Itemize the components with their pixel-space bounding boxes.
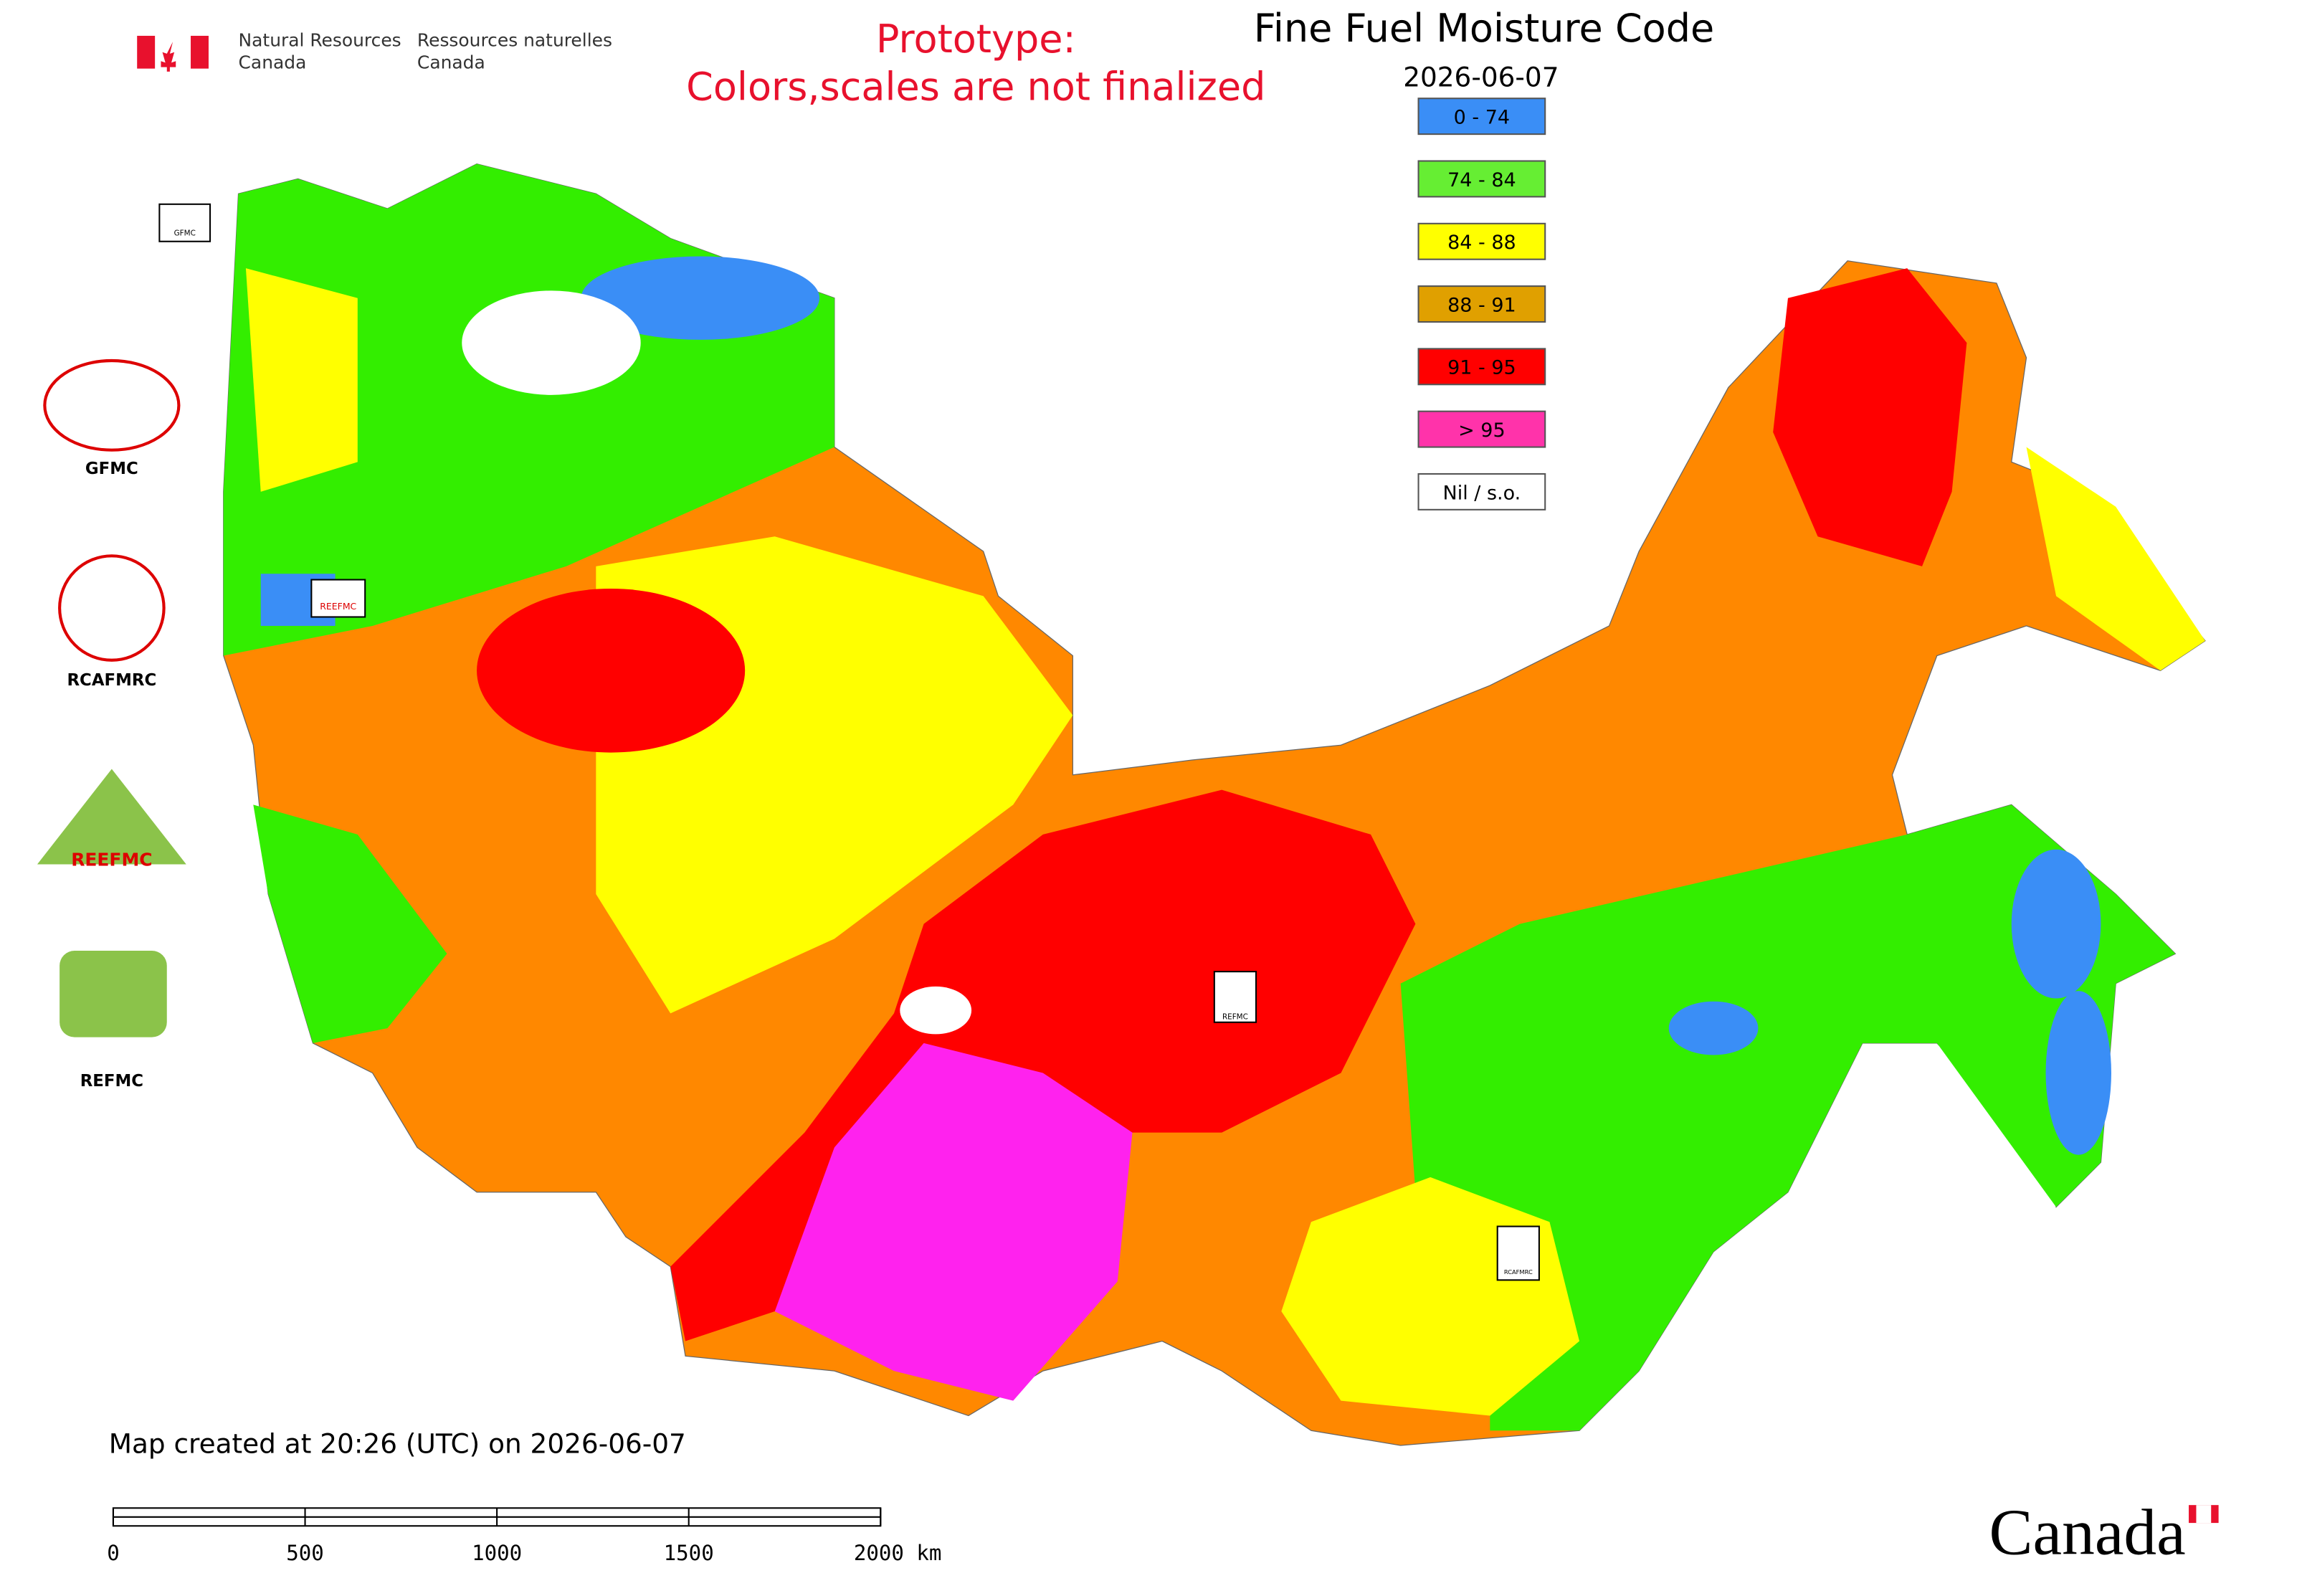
marker bbox=[1213, 971, 1257, 1023]
canada-wordmark: Canada bbox=[1989, 1496, 2186, 1569]
legend-label: Nil / s.o. bbox=[1443, 482, 1521, 504]
marker bbox=[1496, 1225, 1540, 1281]
marker-label: REFMC bbox=[1222, 1013, 1248, 1022]
lake-white bbox=[900, 986, 972, 1035]
legend-swatch bbox=[1417, 472, 1546, 510]
logo-label: RCAFMRC bbox=[67, 671, 156, 690]
region-red-west bbox=[477, 588, 746, 753]
scale-label: 2000 km bbox=[854, 1541, 942, 1565]
region-blue-e2 bbox=[1668, 1001, 1759, 1055]
marker bbox=[310, 579, 366, 618]
region-red-east bbox=[1773, 268, 1967, 566]
region-green-east bbox=[1400, 804, 2176, 1431]
scale-label: 1500 bbox=[664, 1541, 714, 1565]
logo-rcafmrc bbox=[58, 554, 166, 662]
legend-swatch bbox=[1417, 160, 1546, 198]
legend-swatch bbox=[1417, 410, 1546, 448]
wordmark-flag bbox=[2196, 1505, 2212, 1524]
marker-label: RCAFMRC bbox=[1504, 1268, 1533, 1276]
logo-gfmc bbox=[43, 358, 181, 452]
dept-fr: Ressources naturelles bbox=[417, 29, 612, 50]
legend-label: > 95 bbox=[1458, 419, 1506, 442]
legend-label: 0 - 74 bbox=[1454, 107, 1510, 129]
legend: 0 - 74 74 - 84 84 - 88 88 - 91 91 - 95 > 95 Ni… bbox=[1417, 98, 1546, 510]
region-blue-e1 bbox=[2011, 849, 2101, 999]
scale-label: 0 bbox=[107, 1541, 120, 1565]
logos: GFMC RCAFMRC REEFMC REFMC bbox=[37, 358, 186, 1091]
sea-white bbox=[462, 290, 641, 395]
region-blue-kola bbox=[581, 256, 820, 340]
footer: Map created at 20:26 (UTC) on 2026-06-07 bbox=[109, 1428, 686, 1459]
logo-label: GFMC bbox=[85, 460, 138, 478]
marker bbox=[158, 203, 211, 242]
date: 2026-06-07 bbox=[1403, 62, 1559, 93]
map-markers: GFMC REEFMC REFMC RCAFMRC bbox=[158, 203, 1540, 1281]
dept-en: Natural Resources bbox=[239, 29, 401, 50]
legend-swatch bbox=[1417, 348, 1546, 386]
notice: Prototype: bbox=[876, 16, 1076, 62]
dept-en: Canada bbox=[239, 52, 307, 73]
legend-swatch bbox=[1417, 222, 1546, 260]
wordmark: Canada bbox=[1989, 1496, 2219, 1569]
region-yellow-kamchatka bbox=[2026, 447, 2205, 671]
marker-label: GFMC bbox=[174, 229, 196, 237]
legend-label: 74 - 84 bbox=[1447, 169, 1516, 191]
logo-label: REFMC bbox=[80, 1072, 143, 1091]
legend-label: 88 - 91 bbox=[1447, 294, 1516, 316]
scale-label: 1000 bbox=[472, 1541, 522, 1565]
legend-swatch bbox=[1417, 98, 1546, 136]
scale-label: 500 bbox=[286, 1541, 324, 1565]
scale-bar: 0 500 1000 1500 2000 km bbox=[107, 1507, 942, 1565]
region-blue-e3 bbox=[2045, 991, 2111, 1155]
map-regions bbox=[223, 163, 2206, 1446]
maple-leaf bbox=[161, 42, 176, 72]
logo-reefmc bbox=[37, 769, 186, 865]
logo-label: REEFMC bbox=[71, 850, 152, 870]
legend-label: 84 - 88 bbox=[1447, 232, 1516, 254]
notice: Colors,scales are not finalized bbox=[686, 64, 1265, 109]
flag-bar bbox=[137, 35, 156, 69]
dept-fr: Canada bbox=[417, 52, 485, 73]
title: Fine Fuel Moisture Code bbox=[1254, 6, 1714, 51]
header: Natural Resources Canada Ressources natu… bbox=[137, 6, 1714, 109]
region-yellow-fin bbox=[245, 268, 358, 492]
legend-label: 91 - 95 bbox=[1447, 357, 1516, 379]
marker-label: REEFMC bbox=[320, 601, 356, 612]
flag-bar bbox=[191, 35, 209, 69]
region-green-sw bbox=[253, 804, 447, 1043]
region-magenta bbox=[774, 1042, 1133, 1401]
legend-swatch bbox=[1417, 285, 1546, 323]
logo-refmc bbox=[60, 951, 167, 1037]
